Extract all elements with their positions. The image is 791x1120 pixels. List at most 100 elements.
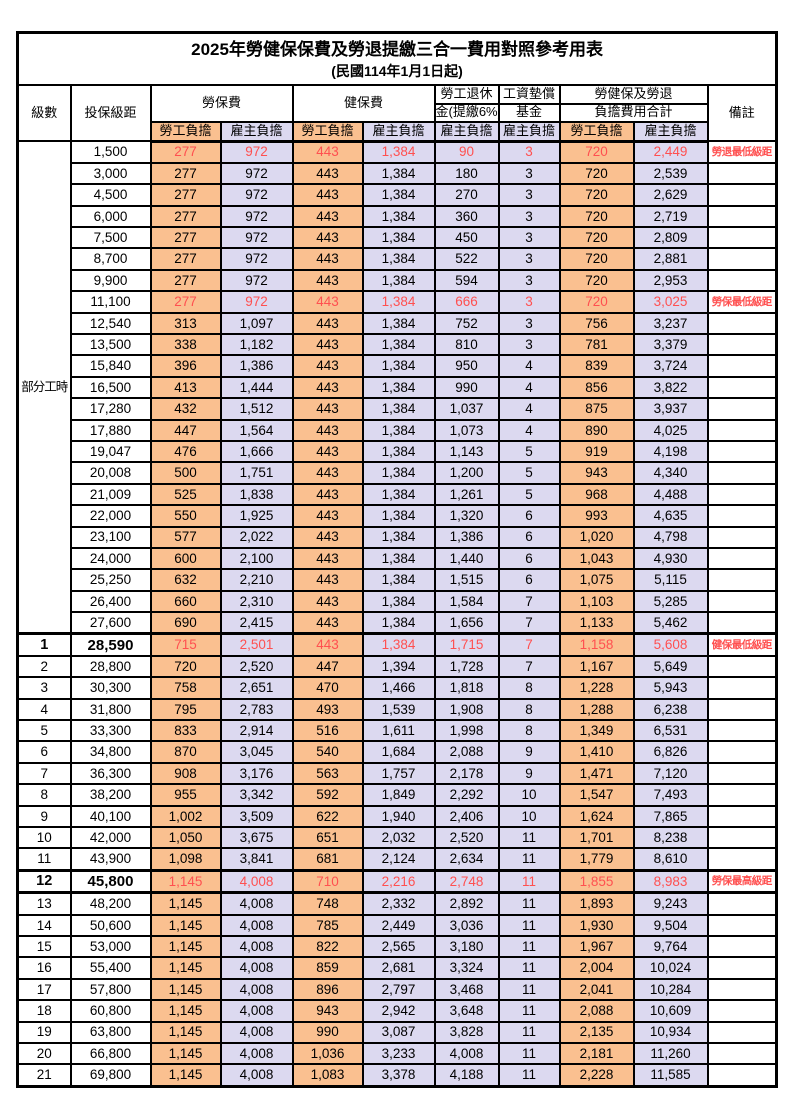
health-employee-cell: 443 xyxy=(291,568,364,592)
wage-fund-employer-cell: 3 xyxy=(497,140,561,164)
pension-employer-cell: 950 xyxy=(433,354,500,378)
col-header-total-line1: 勞健保及勞退 xyxy=(558,84,709,105)
wage-fund-employer-cell: 6 xyxy=(497,525,561,549)
wage-fund-employer-cell: 11 xyxy=(497,847,561,872)
total-employer-cell: 10,609 xyxy=(632,999,709,1023)
title-row: 2025年勞健保保費及勞退提繳三合一費用對照參考用表 (民國114年1月1日起) xyxy=(16,31,778,86)
level-cell: 17 xyxy=(16,977,72,1002)
remark-cell xyxy=(706,461,778,485)
salary-cell: 8,700 xyxy=(69,247,152,271)
total-employer-cell: 9,764 xyxy=(632,934,709,959)
health-employer-cell: 1,849 xyxy=(361,783,436,807)
header-row-2: 金(提繳6%) 基金 負擔費用合計 xyxy=(18,102,777,123)
wage-fund-employer-cell: 11 xyxy=(497,825,561,850)
salary-cell: 28,800 xyxy=(69,654,152,679)
wage-fund-employer-cell: 6 xyxy=(497,546,561,571)
labor-employee-cell: 1,145 xyxy=(149,977,222,1002)
wage-fund-employer-cell: 3 xyxy=(497,247,561,271)
health-employer-cell: 1,539 xyxy=(361,697,436,722)
salary-cell: 1,500 xyxy=(69,140,152,164)
labor-employee-cell: 277 xyxy=(149,183,222,207)
pension-employer-cell: 4,008 xyxy=(433,1041,500,1066)
pension-employer-cell: 2,406 xyxy=(433,804,500,829)
pension-employer-cell: 450 xyxy=(433,226,500,250)
wage-fund-employer-cell: 11 xyxy=(497,1020,561,1044)
pension-employer-cell: 3,036 xyxy=(433,913,500,937)
health-employee-cell: 1,036 xyxy=(291,1041,364,1066)
total-employee-cell: 919 xyxy=(558,439,635,464)
pension-employer-cell: 1,715 xyxy=(433,632,500,657)
labor-employer-cell: 972 xyxy=(219,183,294,207)
labor-employer-cell: 2,210 xyxy=(219,568,294,592)
labor-employer-cell: 4,008 xyxy=(219,977,294,1002)
remark-cell xyxy=(706,913,778,937)
total-employee-cell: 720 xyxy=(558,226,635,250)
table-row: 11,100 277 972 443 1,384 666 3 720 3,025 勞保最低級距 xyxy=(18,290,778,314)
labor-employee-cell: 277 xyxy=(149,290,222,314)
header-row-1: 級數 投保級距 勞保費 健保費 勞工退休 工資墊償 勞健保及勞退 備註 xyxy=(16,84,778,142)
labor-employer-cell: 972 xyxy=(219,290,294,314)
labor-employer-cell: 4,008 xyxy=(219,1041,294,1066)
total-employer-cell: 5,649 xyxy=(632,654,709,679)
labor-employer-cell: 3,342 xyxy=(219,783,294,807)
subheader-health-employer: 雇主負擔 xyxy=(361,121,436,143)
wage-fund-employer-cell: 11 xyxy=(497,891,561,916)
wage-fund-employer-cell: 9 xyxy=(497,761,561,786)
total-employer-cell: 9,504 xyxy=(632,913,709,937)
subheader-total-employer: 雇主負擔 xyxy=(632,121,709,143)
labor-employee-cell: 525 xyxy=(149,482,222,507)
table-row: 11 43,900 1,098 3,841 681 2,124 2,634 11 1,779 8,… xyxy=(16,847,778,872)
health-employer-cell: 1,384 xyxy=(361,525,436,549)
total-employee-cell: 875 xyxy=(558,397,635,421)
subheader-labor-employee: 勞工負擔 xyxy=(149,121,222,143)
labor-employer-cell: 2,310 xyxy=(219,589,294,614)
table-row: 部分工時 1,500 277 972 443 1,384 90 3 720 2,449 勞退最低級距 xyxy=(16,140,778,635)
health-employee-cell: 710 xyxy=(291,868,364,895)
total-employer-cell: 11,585 xyxy=(632,1063,709,1088)
wage-fund-employer-cell: 7 xyxy=(497,654,561,679)
total-employee-cell: 781 xyxy=(558,332,635,357)
health-employee-cell: 443 xyxy=(291,375,364,400)
remark-cell xyxy=(706,332,778,357)
pension-employer-cell: 2,892 xyxy=(433,891,500,916)
remark-cell xyxy=(706,525,778,549)
salary-cell: 27,600 xyxy=(69,611,152,635)
salary-cell: 17,880 xyxy=(69,418,152,442)
health-employer-cell: 1,384 xyxy=(361,311,436,336)
total-employee-cell: 1,967 xyxy=(558,934,635,959)
level-cell: 8 xyxy=(16,783,72,807)
salary-cell: 36,300 xyxy=(69,761,152,786)
total-employer-cell: 5,462 xyxy=(632,611,709,635)
total-employer-cell: 2,881 xyxy=(632,247,709,271)
wage-fund-employer-cell: 7 xyxy=(497,589,561,614)
remark-cell xyxy=(706,439,778,464)
wage-fund-employer-cell: 4 xyxy=(497,354,561,378)
labor-employer-cell: 2,783 xyxy=(219,697,294,722)
pension-employer-cell: 3,828 xyxy=(433,1020,500,1044)
total-employer-cell: 10,934 xyxy=(632,1020,709,1044)
pension-employer-cell: 1,261 xyxy=(433,482,500,507)
remark-cell xyxy=(706,247,778,271)
labor-employee-cell: 277 xyxy=(149,140,222,164)
salary-cell: 45,800 xyxy=(69,868,152,895)
remark-cell xyxy=(706,482,778,507)
table-row: 16,500 413 1,444 443 1,384 990 4 856 3,822 xyxy=(18,375,778,400)
total-employer-cell: 10,284 xyxy=(632,977,709,1002)
pension-employer-cell: 594 xyxy=(433,268,500,293)
wage-fund-employer-cell: 9 xyxy=(497,740,561,764)
remark-cell xyxy=(706,504,778,528)
table-row: 19,047 476 1,666 443 1,384 1,143 5 919 4,198 xyxy=(18,439,778,464)
health-employee-cell: 447 xyxy=(291,654,364,679)
remark-cell xyxy=(706,891,778,916)
salary-cell: 69,800 xyxy=(69,1063,152,1088)
page-subtitle: (民國114年1月1日起) xyxy=(331,62,463,79)
total-employee-cell: 1,349 xyxy=(558,719,635,743)
labor-employer-cell: 2,651 xyxy=(219,676,294,700)
labor-employee-cell: 632 xyxy=(149,568,222,592)
table-row: 5 33,300 833 2,914 516 1,611 1,998 8 1,349 6,531 xyxy=(16,719,778,743)
total-employer-cell: 3,379 xyxy=(632,332,709,357)
table-row: 6,000 277 972 443 1,384 360 3 720 2,719 xyxy=(18,204,778,229)
total-employee-cell: 1,075 xyxy=(558,568,635,592)
labor-employer-cell: 4,008 xyxy=(219,1063,294,1088)
table-row: 21,009 525 1,838 443 1,384 1,261 5 968 4,488 xyxy=(18,482,778,507)
